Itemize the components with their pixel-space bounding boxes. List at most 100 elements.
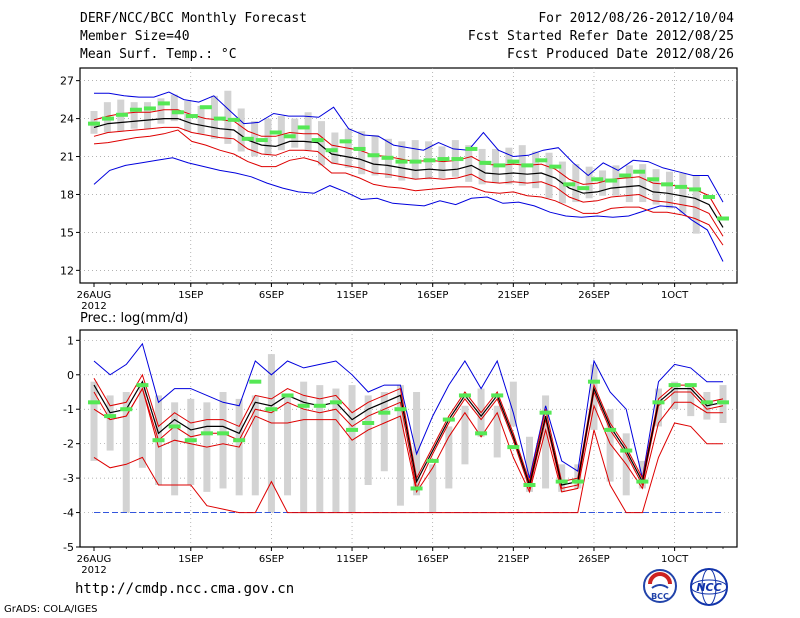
temperature-median-mark	[297, 125, 310, 130]
forecast-started-date: Fcst Started Refer Date 2012/08/25	[467, 29, 734, 44]
precipitation-x-tick-label: 6SEP	[259, 554, 284, 565]
temperature-ensemble-box	[652, 169, 660, 205]
precipitation-ensemble-box	[558, 464, 566, 492]
temperature-ensemble-box	[599, 170, 607, 196]
temperature-ensemble-box	[130, 102, 138, 129]
precipitation-median-mark	[281, 393, 294, 398]
temperature-ensemble-box	[144, 102, 152, 129]
temperature-median-mark	[185, 114, 198, 119]
temperature-plot-frame	[79, 67, 738, 284]
temperature-median-mark	[549, 164, 562, 169]
precipitation-y-tick-label: -1	[63, 403, 74, 416]
precipitation-ensemble-box	[106, 395, 114, 451]
precipitation-median-mark	[652, 400, 665, 405]
precipitation-median-mark	[571, 479, 584, 484]
temperature-median-mark	[633, 169, 646, 174]
temperature-median-mark	[689, 187, 702, 192]
precipitation-median-mark	[297, 403, 310, 408]
precipitation-ensemble-box	[525, 436, 533, 492]
temperature-y-tick-label: 21	[60, 151, 74, 164]
temperature-y-tick-label: 27	[60, 75, 74, 88]
precipitation-x-tick-label: 11SEP	[336, 554, 367, 565]
precipitation-median-mark	[378, 410, 391, 415]
precipitation-median-mark	[475, 431, 488, 436]
temperature-median-mark	[171, 110, 184, 115]
temperature-median-mark	[115, 112, 128, 117]
temperature-median-mark	[339, 139, 352, 144]
precipitation-ensemble-box	[461, 405, 469, 465]
temperature-ensemble-box	[237, 108, 245, 152]
precipitation-x-tick-label: 1SEP	[178, 554, 203, 565]
temperature-ensemble-box	[465, 145, 473, 182]
temperature-median-mark	[395, 159, 408, 164]
temperature-median-mark	[241, 136, 254, 141]
temperature-median-mark	[703, 195, 716, 199]
precipitation-x-tick-label: 26SEP	[578, 554, 609, 565]
temperature-median-mark	[269, 130, 282, 135]
forecast-produced-date: Fcst Produced Date 2012/08/26	[507, 47, 734, 62]
precipitation-ensemble-box	[332, 388, 340, 513]
precipitation-ensemble-box	[138, 385, 146, 468]
precipitation-ensemble-box	[638, 460, 646, 489]
temperature-median-mark	[227, 117, 240, 122]
precipitation-ensemble-box	[687, 385, 695, 417]
temperature-mean-plus-line	[93, 109, 724, 221]
precipitation-median-mark	[152, 438, 165, 443]
temperature-median-mark	[423, 158, 436, 163]
temperature-median-mark	[353, 146, 366, 151]
precipitation-median-mark	[426, 458, 439, 463]
precipitation-x-tick-label: 16SEP	[417, 554, 448, 565]
precipitation-ensemble-box	[590, 364, 598, 430]
precipitation-ensemble-box	[542, 395, 550, 489]
precipitation-stdev-lower-line	[93, 422, 723, 514]
temperature-mean-line	[93, 117, 724, 228]
precipitation-median-mark	[265, 407, 278, 412]
precipitation-median-mark	[200, 431, 213, 436]
temperature-median-mark	[605, 178, 618, 183]
precipitation-median-mark	[717, 400, 729, 405]
temperature-ensemble-box	[438, 146, 446, 179]
precipitation-max-line	[93, 342, 723, 479]
precipitation-ensemble-box	[300, 381, 308, 513]
temperature-median-mark	[465, 146, 478, 151]
temperature-x-tick-label: 16SEP	[417, 290, 448, 301]
temperature-x-tick-label: 1SEP	[178, 290, 203, 301]
variable-label: Mean Surf. Temp.: °C	[80, 47, 237, 62]
precipitation-plot-frame	[79, 329, 738, 548]
temperature-ensemble-box	[639, 164, 647, 203]
temperature-y-tick-label: 12	[60, 264, 74, 277]
precipitation-ensemble-box	[284, 395, 292, 496]
website-url[interactable]: http://cmdp.ncc.cma.gov.cn	[75, 581, 295, 597]
precipitation-ensemble-box	[396, 385, 404, 506]
precipitation-median-mark	[620, 448, 633, 453]
precipitation-median-mark	[604, 427, 617, 432]
temperature-ensemble-box	[170, 94, 178, 122]
precipitation-ensemble-box	[267, 354, 275, 513]
agency-logos: BCC NCC	[643, 568, 728, 606]
temperature-median-mark	[563, 182, 576, 187]
temperature-median-mark	[283, 134, 296, 139]
precipitation-ensemble-box	[413, 392, 421, 496]
precip-panel-title: Prec.: log(mm/d)	[80, 311, 188, 326]
precipitation-median-mark	[539, 410, 552, 415]
temperature-x-tick-label: 21SEP	[498, 290, 529, 301]
precipitation-median-mark	[700, 400, 713, 405]
chart-title: DERF/NCC/BCC Monthly Forecast	[80, 11, 307, 26]
temperature-ensemble-box	[318, 121, 326, 166]
forecast-period: For 2012/08/26-2012/10/04	[538, 11, 734, 26]
precipitation-y-tick-label: -2	[63, 438, 74, 451]
temperature-min-line	[93, 157, 724, 262]
temperature-ensemble-box	[532, 151, 540, 189]
precipitation-ensemble-box	[251, 395, 259, 496]
precipitation-ensemble-box	[122, 392, 130, 513]
precipitation-median-mark	[313, 403, 326, 408]
temperature-max-line	[94, 91, 724, 203]
bcc-logo-text: BCC	[651, 592, 669, 601]
temperature-mean-minus-line	[93, 126, 724, 237]
temperature-ensemble-box	[197, 105, 205, 134]
precipitation-y-tick-label: 0	[67, 369, 74, 382]
temperature-median-mark	[367, 153, 380, 158]
precipitation-x-tick-label: 1OCT	[661, 554, 689, 565]
temperature-ensemble-box	[692, 175, 700, 234]
